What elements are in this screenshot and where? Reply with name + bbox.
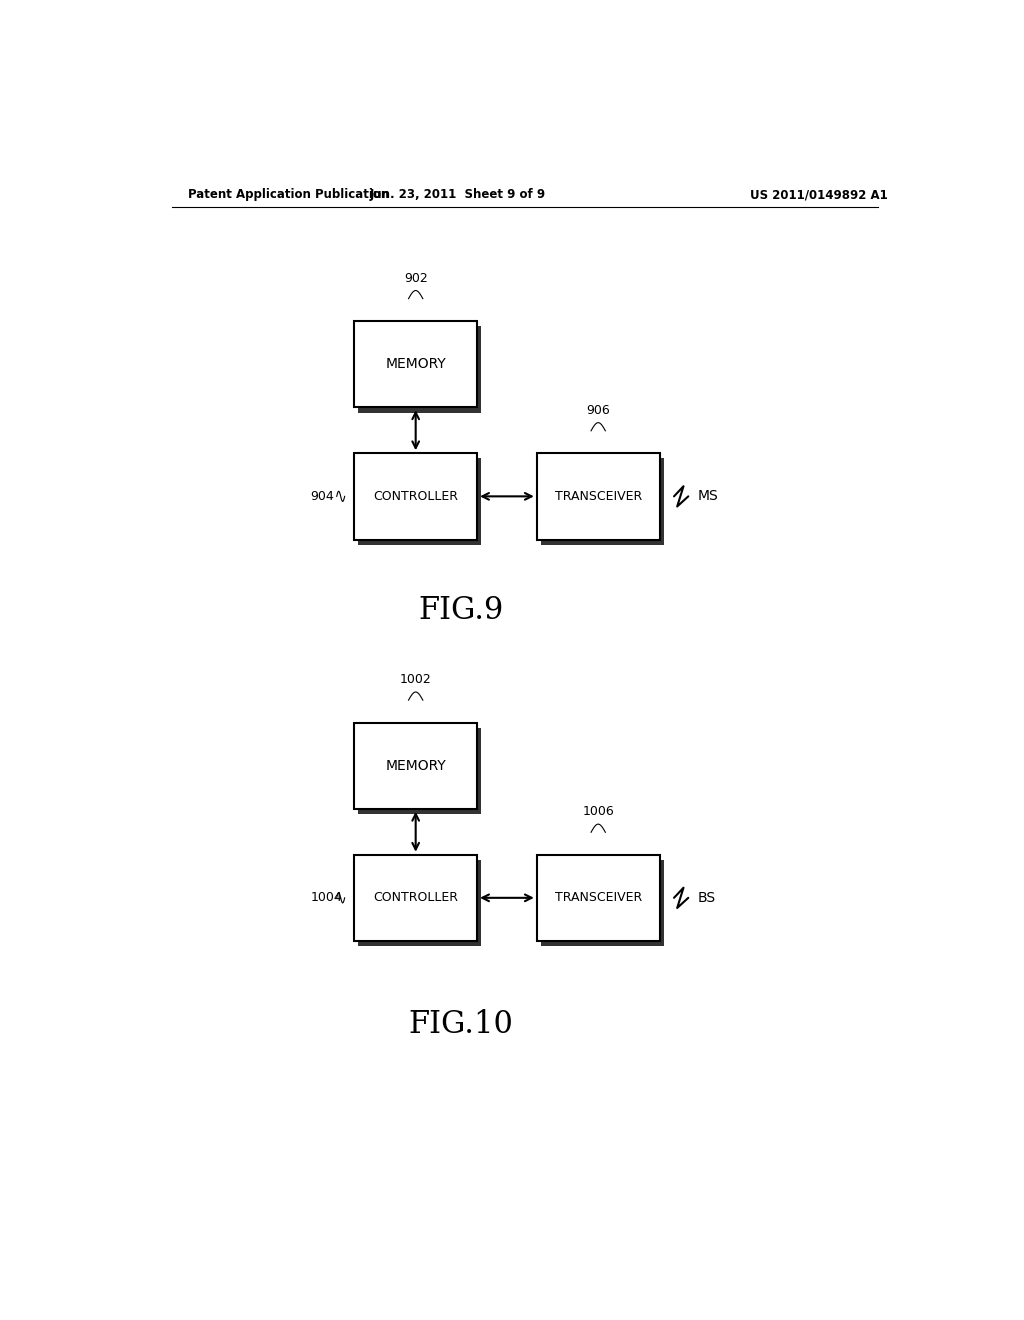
FancyBboxPatch shape	[358, 727, 481, 814]
Text: MS: MS	[697, 490, 719, 503]
Text: 902: 902	[403, 272, 428, 285]
Text: Jun. 23, 2011  Sheet 9 of 9: Jun. 23, 2011 Sheet 9 of 9	[370, 189, 546, 202]
Text: TRANSCEIVER: TRANSCEIVER	[555, 891, 642, 904]
Text: CONTROLLER: CONTROLLER	[373, 490, 458, 503]
Text: BS: BS	[697, 891, 716, 904]
Text: 1002: 1002	[399, 673, 431, 686]
Text: 1004: 1004	[310, 891, 342, 904]
Text: FIG.9: FIG.9	[419, 595, 504, 626]
Text: CONTROLLER: CONTROLLER	[373, 891, 458, 904]
Text: 906: 906	[587, 404, 610, 417]
Text: US 2011/0149892 A1: US 2011/0149892 A1	[750, 189, 888, 202]
FancyBboxPatch shape	[354, 453, 477, 540]
FancyBboxPatch shape	[354, 321, 477, 408]
FancyBboxPatch shape	[537, 854, 659, 941]
FancyBboxPatch shape	[358, 326, 481, 412]
Text: 1006: 1006	[583, 805, 614, 818]
Text: FIG.10: FIG.10	[409, 1008, 514, 1040]
FancyBboxPatch shape	[354, 722, 477, 809]
FancyBboxPatch shape	[541, 458, 664, 545]
Text: MEMORY: MEMORY	[385, 759, 446, 772]
Text: 904: 904	[310, 490, 334, 503]
FancyBboxPatch shape	[358, 458, 481, 545]
FancyBboxPatch shape	[541, 859, 664, 946]
Text: TRANSCEIVER: TRANSCEIVER	[555, 490, 642, 503]
FancyBboxPatch shape	[358, 859, 481, 946]
FancyBboxPatch shape	[537, 453, 659, 540]
FancyBboxPatch shape	[354, 854, 477, 941]
Text: MEMORY: MEMORY	[385, 358, 446, 371]
Text: Patent Application Publication: Patent Application Publication	[187, 189, 389, 202]
